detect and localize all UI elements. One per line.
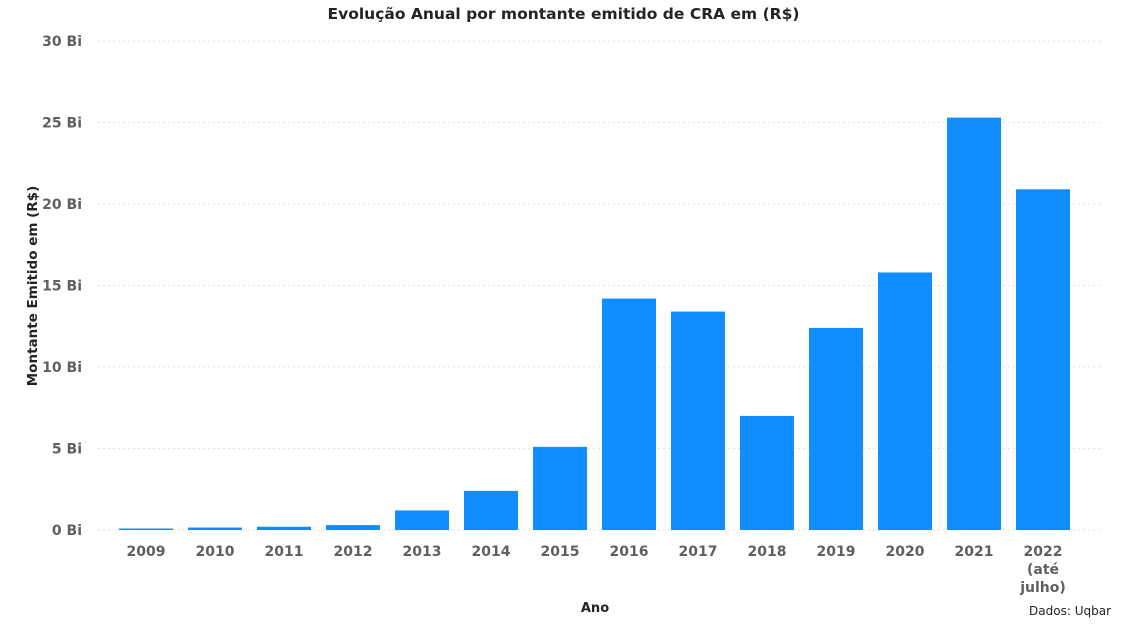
y-tick-label: 10 Bi [42,360,82,376]
x-tick-label: 2010 [196,544,235,560]
x-tick-label: 2012 [334,544,373,560]
x-tick-label: 2019 [817,544,856,560]
x-tick-label: 2020 [886,544,925,560]
bar-2012[interactable] [326,525,380,530]
x-tick-label: 2022 (até julho) [1019,544,1066,596]
bar-2021[interactable] [947,117,1001,531]
y-tick-label: 15 Bi [42,279,82,295]
bar-2015[interactable] [533,446,587,530]
bar-2011[interactable] [257,526,311,530]
bar-2009[interactable] [119,528,173,531]
bar-2017[interactable] [671,311,725,530]
x-tick-label: 2014 [472,544,511,560]
bar-2010[interactable] [188,527,242,530]
bar-2019[interactable] [809,327,863,530]
x-tick-label: 2009 [127,544,166,560]
x-axis-label: Ano [580,601,610,616]
x-tick-label: 2015 [541,544,580,560]
y-tick-label: 0 Bi [52,523,82,539]
bar-2018[interactable] [740,415,794,530]
x-tick-label: 2016 [610,544,649,560]
bar-2022[interactable] [1016,189,1070,530]
source-note: Dados: Uqbar [1029,604,1111,618]
chart-title: Evolução Anual por montante emitido de C… [327,5,800,23]
x-tick-label: 2018 [748,544,787,560]
y-tick-label: 25 Bi [42,116,82,132]
bar-2020[interactable] [878,272,932,530]
bar-2016[interactable] [602,298,656,530]
x-tick-label: 2011 [265,544,304,560]
y-tick-label: 5 Bi [52,442,82,458]
bar-2013[interactable] [395,510,449,530]
x-tick-label: 2017 [679,544,718,560]
y-tick-label: 20 Bi [42,197,82,213]
bar-2014[interactable] [464,490,518,530]
x-tick-label: 2021 [955,544,994,560]
y-tick-label: 30 Bi [42,34,82,50]
x-tick-label: 2013 [403,544,442,560]
